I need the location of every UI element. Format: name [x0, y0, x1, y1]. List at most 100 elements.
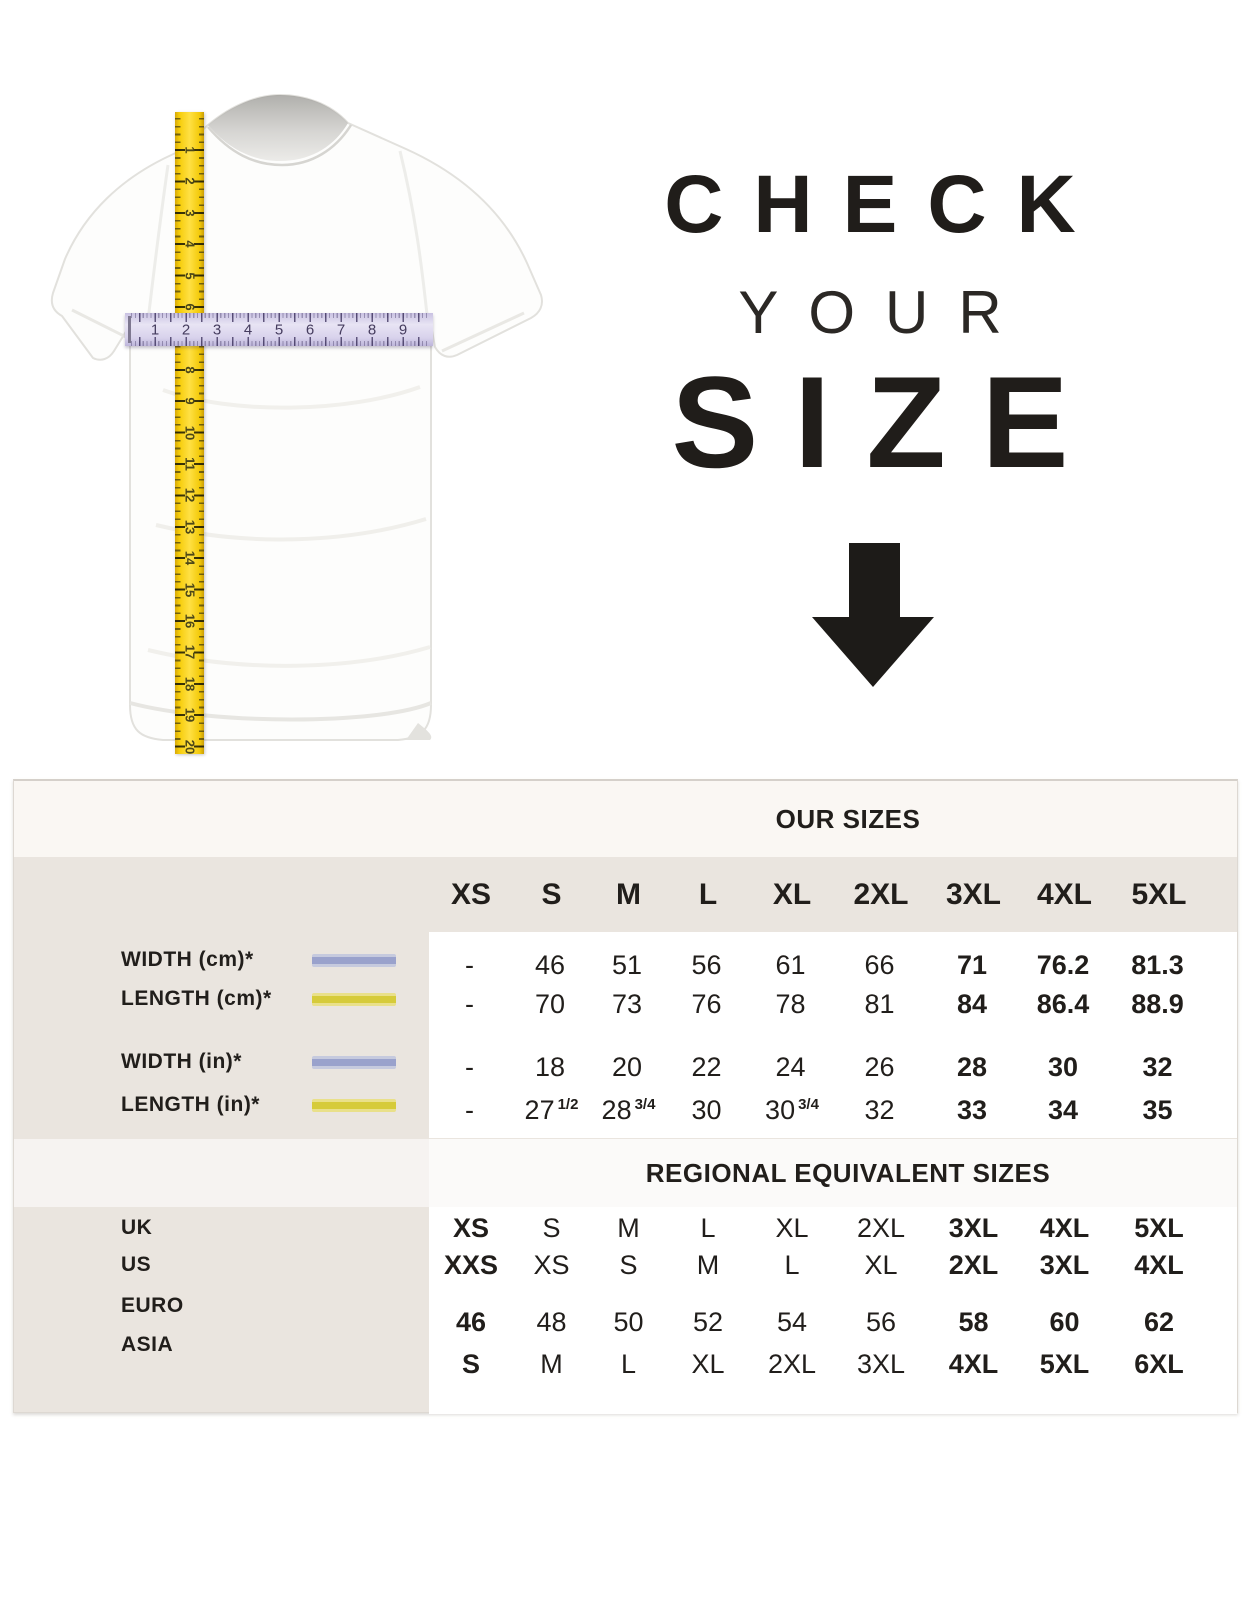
tape-number: 12 [182, 488, 197, 503]
size-cell: 3XL [856, 1349, 906, 1379]
size-cell: 60 [1049, 1307, 1080, 1337]
size-cell: M [616, 878, 641, 911]
size-cell: 5XL [1131, 878, 1187, 911]
row-label-length-in: LENGTH (in)* [121, 1093, 260, 1116]
size-cell: 71 [956, 950, 988, 980]
size-cell: 27 1/2 [524, 1095, 579, 1125]
tape-number: 9 [182, 397, 197, 405]
row-label-length-cm: LENGTH (cm)* [121, 987, 272, 1010]
tape-number: 2 [182, 177, 197, 186]
size-cell: - [465, 1052, 474, 1082]
tape-number: 5 [182, 271, 197, 280]
size-cell: 61 [775, 950, 806, 980]
size-cell: 3XL [948, 1213, 999, 1243]
size-cell: 78 [775, 989, 806, 1019]
tape-number: 9 [398, 321, 408, 339]
size-cell: 70 [534, 989, 566, 1019]
euro-sizes-row: 46 48 50 52 54 56 58 60 62 [429, 1302, 1209, 1342]
tape-number: 19 [182, 707, 197, 723]
row-label-euro: EURO [121, 1294, 184, 1317]
tape-number: 11 [182, 457, 197, 471]
row-label-us: US [121, 1253, 152, 1276]
tape-number: 17 [182, 645, 197, 660]
size-cell: XL [772, 878, 812, 911]
size-cell: XS [452, 1213, 490, 1243]
row-label-width-cm: WIDTH (cm)* [121, 948, 254, 971]
size-cell: 52 [692, 1307, 724, 1337]
size-cell: 33 [956, 1095, 988, 1125]
size-cell: 86.4 [1036, 989, 1090, 1019]
tape-number: 16 [182, 613, 197, 629]
width-in-row: - 18 20 22 24 26 28 30 32 [429, 1042, 1209, 1082]
asia-sizes-row: S M L XL 2XL 3XL 4XL 5XL 6XL [429, 1344, 1209, 1384]
width-cm-row: - 46 51 56 61 66 71 76.2 81.3 [429, 940, 1209, 980]
size-cell: S [619, 1250, 638, 1280]
size-cell: XL [864, 1250, 898, 1280]
size-cell: L [700, 1213, 716, 1243]
size-cell: S [541, 878, 562, 911]
tape-number: 5 [274, 321, 284, 339]
our-sizes-title: OUR SIZES [775, 804, 921, 834]
uk-sizes-row: XS S M L XL 2XL 3XL 4XL 5XL [429, 1208, 1209, 1248]
size-cell: 81 [864, 989, 895, 1019]
size-chart-panel: OUR SIZES REGIONAL EQUIVALENT SIZES XS S M… [13, 779, 1238, 1414]
size-cell: 2XL [948, 1250, 999, 1280]
tape-number: 6 [182, 303, 197, 311]
size-column-headers: XS S M L XL 2XL 3XL 4XL 5XL [429, 857, 1209, 932]
size-cell: S [542, 1213, 561, 1243]
size-cell: 22 [691, 1052, 722, 1082]
regional-title: REGIONAL EQUIVALENT SIZES [645, 1158, 1051, 1188]
tape-number: 2 [181, 321, 191, 339]
size-cell: 28 3/4 [601, 1095, 656, 1125]
size-cell: 62 [1143, 1307, 1175, 1337]
size-cell: 35 [1142, 1095, 1173, 1125]
row-label-asia: ASIA [121, 1333, 174, 1356]
size-cell: 2XL [856, 1213, 906, 1243]
size-cell: XL [775, 1213, 809, 1243]
size-cell: 51 [611, 950, 643, 980]
size-cell: S [461, 1349, 480, 1379]
length-in-row: - 27 1/2 28 3/4 30 30 3/4 32 33 34 35 [429, 1085, 1209, 1125]
size-cell: 28 [956, 1052, 988, 1082]
down-arrow-icon [849, 543, 900, 618]
size-cell: 76.2 [1036, 950, 1090, 980]
tshirt-graphic [50, 94, 543, 741]
size-cell: - [465, 950, 474, 980]
size-cell: 4XL [1134, 1250, 1184, 1280]
size-cell: 5XL [1134, 1213, 1184, 1243]
tape-number: 14 [182, 550, 197, 566]
size-cell: 32 [1142, 1052, 1173, 1082]
size-cell: 46 [455, 1307, 487, 1337]
width-swatch-icon [312, 1056, 396, 1069]
size-cell: 54 [776, 1307, 808, 1337]
size-cell: - [465, 1095, 474, 1125]
size-cell: 5XL [1039, 1349, 1090, 1379]
size-cell: 84 [956, 989, 988, 1019]
size-cell: 76 [691, 989, 722, 1019]
down-arrow-head [812, 617, 934, 687]
size-cell: 58 [958, 1307, 989, 1337]
size-cell: 2XL [853, 878, 909, 911]
size-cell: - [465, 989, 474, 1019]
measurements-panel [429, 932, 1237, 1138]
size-cell: M [540, 1349, 563, 1379]
tape-number: 1 [182, 146, 197, 154]
size-cell: 4XL [1039, 1213, 1090, 1243]
tape-number: 4 [243, 321, 253, 339]
tape-number: 1 [150, 321, 160, 339]
size-cell: 46 [534, 950, 566, 980]
size-cell: 30 3/4 [765, 1095, 819, 1125]
size-cell: XS [533, 1250, 570, 1280]
size-cell: 4XL [948, 1349, 999, 1379]
us-sizes-row: XXS XS S M L XL 2XL 3XL 4XL [429, 1245, 1209, 1285]
size-cell: XL [691, 1349, 725, 1379]
size-cell: 3XL [945, 878, 1002, 911]
size-cell: L [698, 878, 718, 911]
size-cell: 4XL [1036, 878, 1093, 911]
size-cell: 48 [536, 1307, 567, 1337]
size-cell: 6XL [1134, 1349, 1184, 1379]
collar-shading [208, 95, 348, 161]
tape-number: 3 [182, 209, 197, 217]
size-cell: 56 [865, 1307, 897, 1337]
headline-check: CHECK [664, 159, 1106, 250]
